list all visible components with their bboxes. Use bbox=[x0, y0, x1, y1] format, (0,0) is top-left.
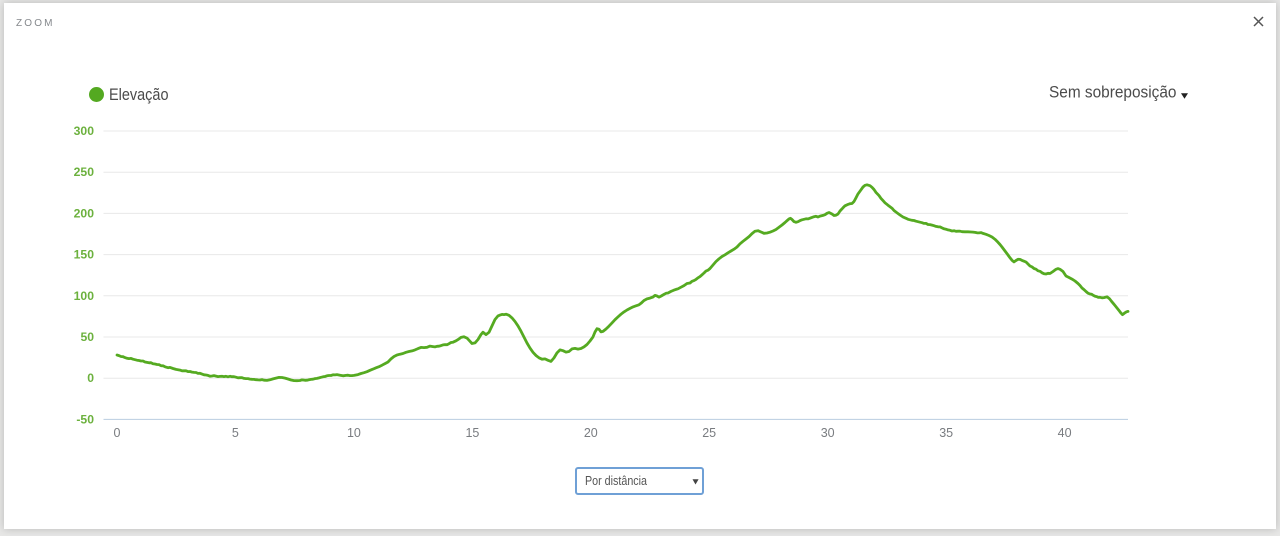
svg-text:20: 20 bbox=[584, 426, 598, 440]
svg-text:10: 10 bbox=[347, 426, 361, 440]
svg-text:5: 5 bbox=[232, 426, 239, 440]
svg-text:Elevação: Elevação bbox=[109, 85, 169, 104]
svg-text:35: 35 bbox=[939, 426, 953, 440]
svg-text:25: 25 bbox=[702, 426, 716, 440]
svg-text:30: 30 bbox=[821, 426, 835, 440]
svg-text:-50: -50 bbox=[76, 412, 94, 426]
svg-text:150: 150 bbox=[74, 248, 95, 262]
svg-text:Por distância: Por distância bbox=[585, 474, 647, 488]
svg-text:15: 15 bbox=[465, 426, 479, 440]
svg-text:50: 50 bbox=[80, 330, 94, 344]
svg-text:0: 0 bbox=[114, 426, 121, 440]
svg-text:40: 40 bbox=[1058, 426, 1072, 440]
svg-text:ZOOM: ZOOM bbox=[16, 18, 53, 29]
svg-text:100: 100 bbox=[74, 289, 95, 303]
svg-text:200: 200 bbox=[74, 206, 95, 220]
svg-text:250: 250 bbox=[74, 165, 95, 179]
svg-text:Sem sobreposição: Sem sobreposição bbox=[1049, 83, 1177, 102]
svg-text:300: 300 bbox=[74, 124, 95, 138]
svg-text:0: 0 bbox=[87, 371, 94, 385]
